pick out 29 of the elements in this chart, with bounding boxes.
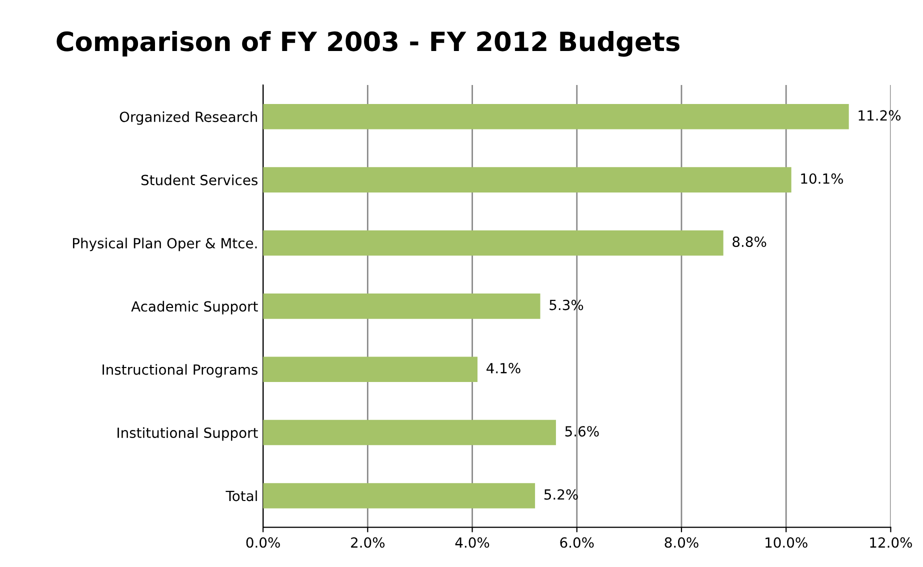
y-tick-label: Physical Plan Oper & Mtce. xyxy=(72,238,257,252)
data-label: 5.3% xyxy=(550,300,584,310)
y-tick-label: Institutional Support xyxy=(118,427,258,441)
bar xyxy=(263,356,478,382)
x-tick-label: 8.0% xyxy=(664,537,698,548)
x-tick-label: 4.0% xyxy=(455,537,490,548)
bar xyxy=(263,294,540,319)
y-tick-label: Organized Research xyxy=(120,111,258,125)
x-tick-label: 2.0% xyxy=(351,537,385,548)
x-tick-label: 12.0% xyxy=(870,537,912,548)
bar xyxy=(263,230,724,256)
x-tick-label: 0.0% xyxy=(246,537,280,548)
data-label: 5.6% xyxy=(565,426,599,437)
chart-title: Comparison of FY 2003 - FY 2012 Budgets xyxy=(56,30,680,57)
data-label: 4.1% xyxy=(486,362,520,374)
data-label: 5.2% xyxy=(544,489,578,500)
bar xyxy=(263,104,849,130)
y-tick-label: Academic Support xyxy=(131,300,258,314)
bar xyxy=(263,483,536,508)
data-label: 10.1% xyxy=(801,173,844,184)
y-tick-label: Instructional Programs xyxy=(102,364,258,378)
bar xyxy=(263,167,792,192)
y-tick-label: Total xyxy=(226,490,257,502)
data-label: 8.8% xyxy=(732,236,766,248)
data-label: 11.2% xyxy=(858,110,901,121)
y-tick-label: Student Services xyxy=(141,174,258,186)
x-tick-label: 10.0% xyxy=(766,537,808,548)
x-tick-label: 6.0% xyxy=(560,537,594,548)
bar xyxy=(263,420,556,446)
